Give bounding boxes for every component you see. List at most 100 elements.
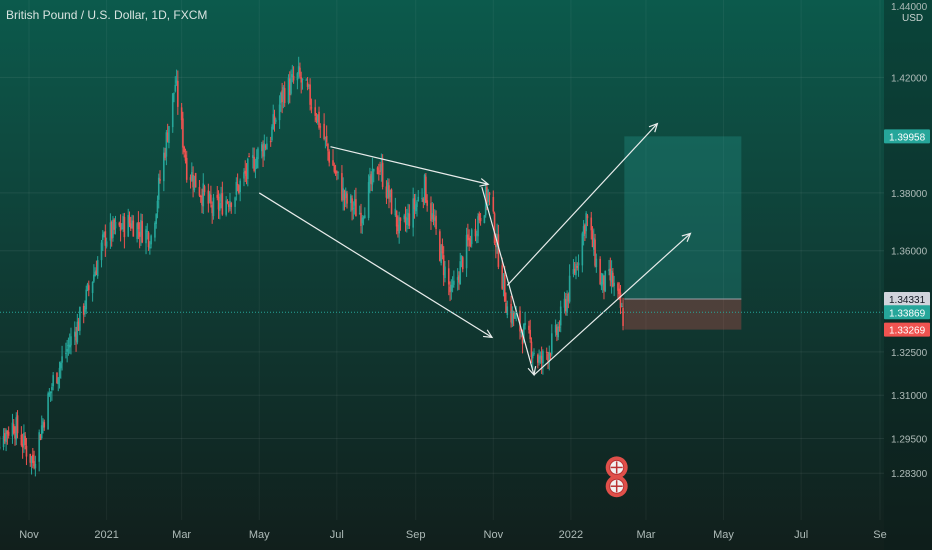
candle-body bbox=[585, 213, 587, 232]
candle-body bbox=[469, 238, 472, 246]
candle-body bbox=[109, 222, 112, 241]
candle-body bbox=[255, 157, 258, 168]
candle-body bbox=[140, 219, 142, 236]
candle-body bbox=[239, 180, 241, 193]
candle-body bbox=[556, 327, 558, 336]
candle-body bbox=[49, 391, 52, 394]
candle-body bbox=[127, 215, 130, 237]
candle-body bbox=[248, 156, 250, 158]
candle-body bbox=[23, 433, 25, 446]
candle-body bbox=[440, 245, 442, 264]
candle-body bbox=[128, 217, 131, 224]
candle-body bbox=[136, 223, 138, 239]
candle-body bbox=[380, 164, 383, 171]
candle-body bbox=[174, 84, 177, 92]
candle-body bbox=[355, 199, 357, 217]
candle-body bbox=[138, 231, 141, 237]
candle-body bbox=[545, 351, 548, 353]
candle-body bbox=[61, 356, 63, 363]
candle-body bbox=[343, 190, 346, 200]
candle-body bbox=[4, 433, 6, 442]
upper-wedge-line bbox=[330, 146, 489, 185]
candle-body bbox=[207, 190, 210, 204]
candle-body bbox=[183, 146, 185, 153]
candle-body bbox=[483, 215, 486, 223]
candle-body bbox=[488, 192, 491, 196]
candle-body bbox=[180, 107, 183, 121]
candle-body bbox=[185, 157, 188, 180]
candle-body bbox=[30, 456, 33, 464]
candle-body bbox=[66, 349, 68, 352]
candle-body bbox=[369, 176, 371, 183]
candle-body bbox=[439, 231, 441, 261]
candle-body bbox=[101, 234, 104, 241]
candle-body bbox=[155, 214, 158, 224]
candle-body bbox=[12, 424, 15, 434]
candle-body bbox=[282, 87, 285, 100]
candle-body bbox=[257, 148, 259, 160]
x-tick-label: Se bbox=[873, 529, 886, 541]
candle-body bbox=[168, 126, 170, 144]
candle-body bbox=[216, 194, 219, 198]
candle-body bbox=[225, 200, 227, 215]
x-tick-label: Sep bbox=[406, 529, 426, 541]
candle-body bbox=[512, 311, 515, 319]
candle-body bbox=[315, 117, 318, 121]
y-tick-label: 1.32500 bbox=[891, 348, 928, 359]
candle-body bbox=[442, 255, 445, 276]
candle-body bbox=[351, 198, 353, 211]
candle-body bbox=[291, 74, 294, 78]
candle-body bbox=[77, 321, 80, 331]
candle-body bbox=[595, 258, 598, 268]
candle-body bbox=[272, 114, 275, 130]
candle-body bbox=[332, 160, 334, 166]
candle-body bbox=[173, 92, 175, 94]
candle-body bbox=[566, 296, 568, 313]
candle-body bbox=[324, 137, 327, 139]
candle-body bbox=[212, 197, 215, 217]
long-position-profit-zone bbox=[624, 136, 742, 299]
candle-body bbox=[40, 425, 43, 439]
candle-body bbox=[260, 144, 263, 152]
candle-body bbox=[395, 210, 398, 227]
candle-body bbox=[342, 188, 344, 201]
candle-body bbox=[341, 173, 343, 201]
candle-body bbox=[280, 92, 282, 104]
candle-body bbox=[310, 107, 313, 109]
candle-body bbox=[592, 237, 595, 250]
candle-body bbox=[283, 88, 286, 103]
candle-body bbox=[299, 67, 301, 77]
candle-body bbox=[412, 198, 414, 228]
candle-body bbox=[300, 77, 303, 83]
candle-body bbox=[582, 226, 585, 237]
candle-body bbox=[24, 435, 26, 446]
candle-body bbox=[528, 325, 530, 330]
lower-wedge-line bbox=[258, 192, 493, 338]
candle-body bbox=[538, 356, 540, 363]
candle-body bbox=[112, 219, 114, 238]
candle-body bbox=[385, 186, 388, 198]
candle-body bbox=[433, 217, 436, 221]
candle-body bbox=[533, 352, 535, 354]
candle-body bbox=[493, 213, 496, 243]
candle-body bbox=[554, 324, 557, 333]
us-flag-event-icon[interactable] bbox=[605, 475, 628, 498]
candle-body bbox=[371, 168, 374, 185]
symbol-title[interactable]: British Pound / U.S. Dollar, 1D, FXCM bbox=[6, 8, 208, 22]
candle-body bbox=[93, 274, 95, 282]
candle-body bbox=[156, 200, 159, 213]
lower-wedge-line-arrowhead bbox=[483, 329, 494, 339]
candle-body bbox=[389, 190, 392, 198]
candle-body bbox=[171, 93, 174, 128]
x-tick-label: Nov bbox=[484, 529, 504, 541]
uk-flag-event-icon[interactable] bbox=[605, 456, 628, 479]
candle-body bbox=[577, 262, 580, 266]
candle-body bbox=[104, 231, 107, 246]
candle-body bbox=[51, 387, 53, 391]
upper-projection-line-arrowhead bbox=[648, 122, 659, 133]
candle-body bbox=[7, 431, 10, 436]
candle-body bbox=[100, 242, 103, 261]
candle-body bbox=[14, 434, 16, 439]
